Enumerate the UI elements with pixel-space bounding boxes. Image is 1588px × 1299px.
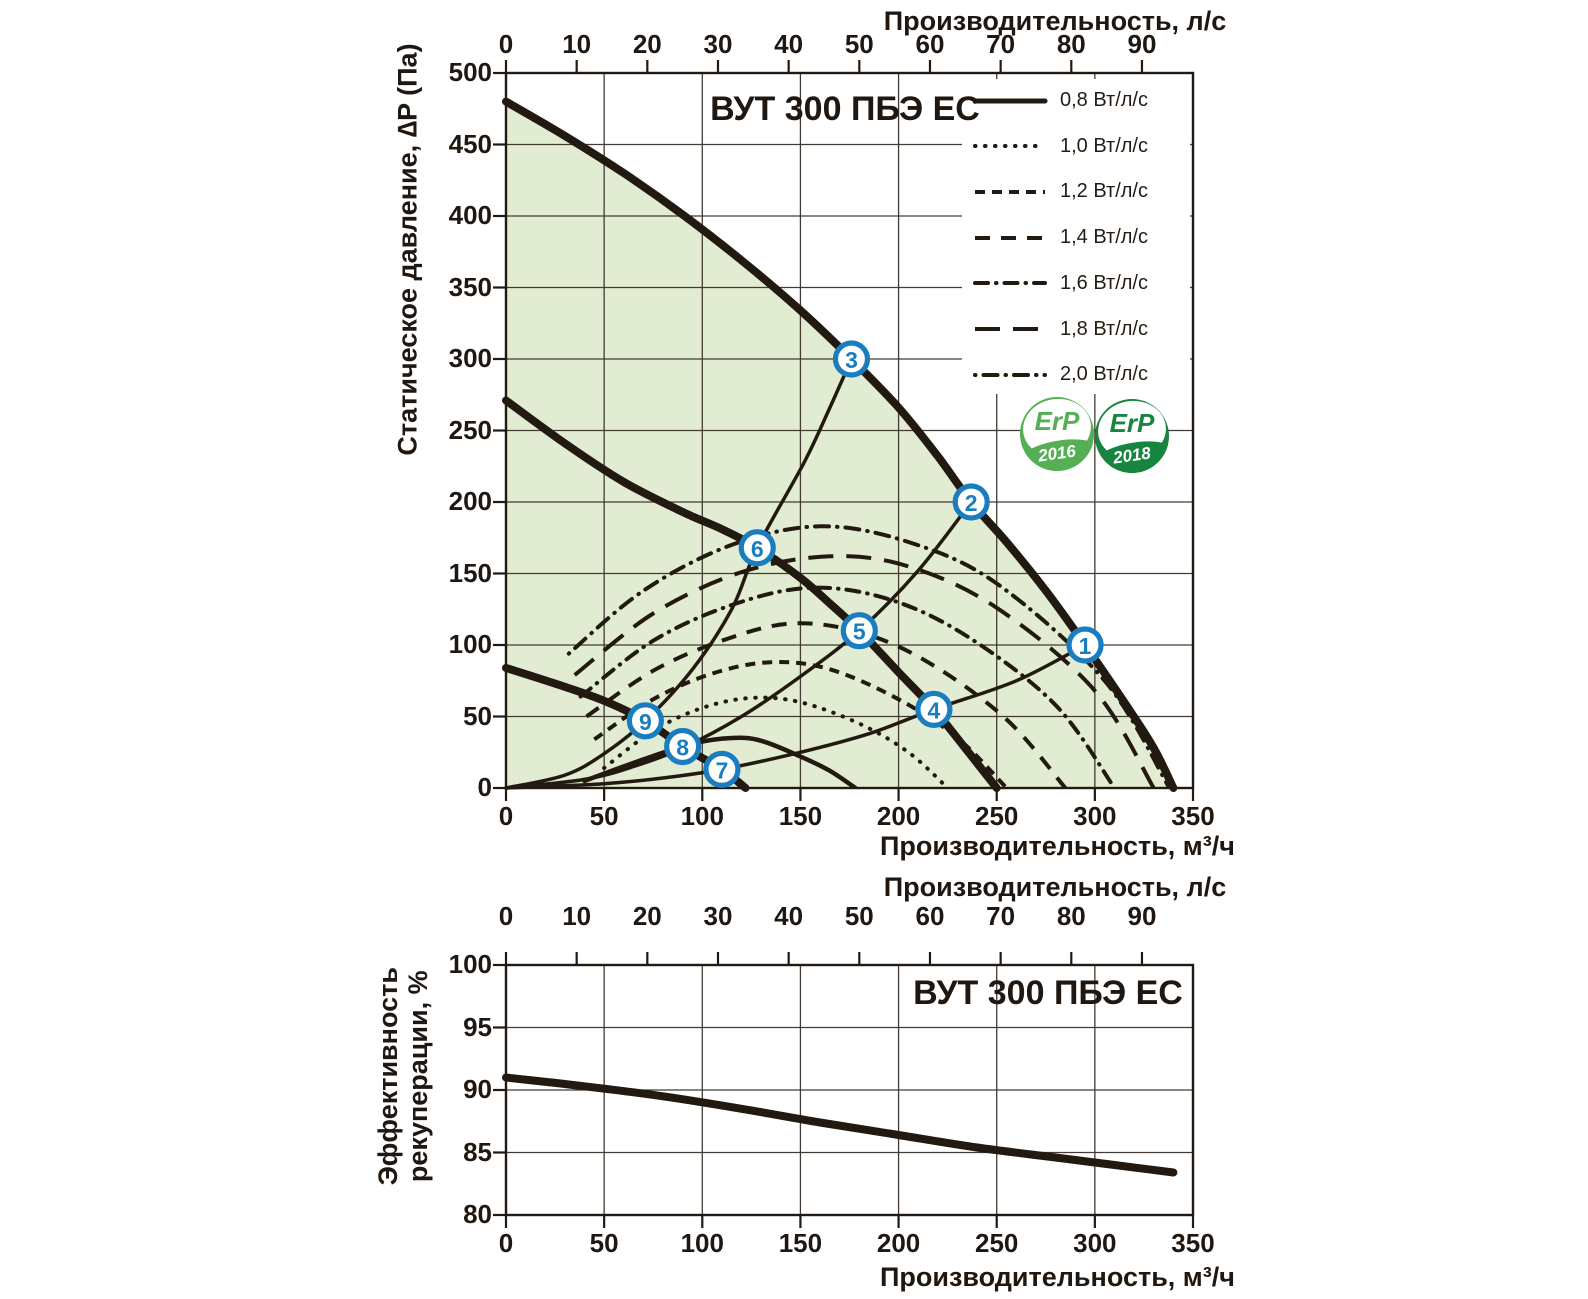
legend-line-sample-dashdot <box>973 281 1047 286</box>
operating-point-7-number: 7 <box>716 757 729 783</box>
operating-point-2: 2 <box>952 483 990 521</box>
erp-2016-badge: ErP 2016 <box>1020 397 1094 471</box>
legend-label: 1,4 Вт/л/с <box>1060 226 1148 249</box>
system-2-5-8 <box>504 500 973 790</box>
power-curve-dotdash <box>566 524 1172 789</box>
legend-label: 0,8 Вт/л/с <box>1060 89 1148 111</box>
legend-item-18: 1,8 Вт/л/с <box>972 318 1148 341</box>
power-curve-solid <box>582 735 858 789</box>
speed-high-curve <box>502 97 1178 792</box>
bottom-chart-y-axis-title-line1: Эффективность <box>372 967 403 1186</box>
operating-point-markers: 1 2 3 4 5 6 7 89 <box>626 340 1104 789</box>
operating-point-8-number: 8 <box>676 735 689 761</box>
operating-point-4-circle <box>915 690 953 728</box>
legend-line-sample-dash-l <box>975 327 1045 331</box>
legend-label: 2,0 Вт/л/с <box>1060 363 1148 386</box>
operating-point-8-circle <box>664 727 702 766</box>
operating-point-9: 9 <box>626 702 664 740</box>
legend-item-08: 0,8 Вт/л/с <box>972 89 1148 112</box>
legend-label: 1,2 Вт/л/с <box>1060 180 1148 203</box>
operating-point-5-number: 5 <box>853 619 866 645</box>
legend-label: 1,0 Вт/л/с <box>1060 134 1148 157</box>
bottom-chart-ticks <box>493 952 1195 1228</box>
power-curve-dash-m <box>585 621 1067 789</box>
bottom-chart-y-axis-title: Эффективность рекуперации, % <box>373 916 433 1236</box>
legend-line-sample-dash-s <box>975 189 1045 194</box>
operating-point-3-circle <box>832 340 871 378</box>
operating-point-4: 4 <box>915 690 953 728</box>
legend-line-sample-dash-m <box>975 235 1045 240</box>
legend-item-14: 1,4 Вт/л/с <box>972 226 1148 249</box>
legend-item-16: 1,6 Вт/л/с <box>972 272 1148 295</box>
top-chart-ticks <box>493 60 1195 801</box>
legend-item-10: 1,0 Вт/л/с <box>972 135 1148 158</box>
efficiency-curve <box>502 1073 1178 1177</box>
system-resistance-curves <box>504 357 1087 790</box>
power-curve-dash-l <box>573 554 1156 789</box>
legend-item-20: 2,0 Вт/л/с <box>972 363 1148 386</box>
operating-point-1-number: 1 <box>1079 633 1092 659</box>
erp-2016-label: ErP <box>1034 406 1080 436</box>
system-3-6-9 <box>504 357 854 790</box>
operating-point-7-circle <box>703 750 741 789</box>
operating-point-4-number: 4 <box>928 697 941 723</box>
power-curve-dashdot <box>578 585 1117 789</box>
operating-point-9-number: 9 <box>639 709 652 735</box>
operating-point-6-number: 6 <box>751 536 764 562</box>
bottom-chart-title: ВУТ 300 ПБЭ ЕС <box>913 974 1183 1012</box>
bottom-chart-x-axis-title: Производительность, м³/ч <box>880 1262 1235 1292</box>
system-1-4-7 <box>504 643 1087 790</box>
operating-point-7: 7 <box>703 750 741 789</box>
operating-point-1: 1 <box>1066 626 1104 664</box>
legend-line-sample-dotdash <box>973 372 1047 377</box>
operating-point-2-circle <box>952 483 990 521</box>
legend-background <box>962 79 1190 394</box>
legend-label: 1,8 Вт/л/с <box>1060 317 1148 340</box>
top-chart-title: ВУТ 300 ПБЭ ЕС <box>710 90 980 128</box>
top-chart-x-axis-title: Производительность, м³/ч <box>880 831 1235 861</box>
bottom-chart-lps-axis-title: Производительность, л/с <box>883 872 1227 902</box>
erp-2018-label: ErP <box>1109 408 1155 438</box>
operating-point-5-circle <box>840 612 878 650</box>
erp-2018-badge: ErP 2018 <box>1095 399 1169 473</box>
operating-point-2-number: 2 <box>965 490 978 516</box>
top-chart-y-axis-title: Статическое давление, ∆P (Па) <box>392 43 423 456</box>
legend-line-sample-dotted <box>973 144 1047 149</box>
operating-point-6: 6 <box>738 529 776 567</box>
top-chart-lps-axis-title: Производительность, л/с <box>883 6 1227 36</box>
operating-point-8: 8 <box>664 727 702 766</box>
operating-point-6-circle <box>738 529 776 567</box>
legend-line-sample-solid <box>972 98 1048 103</box>
operating-point-3-number: 3 <box>845 347 858 373</box>
legend-item-12: 1,2 Вт/л/с <box>972 180 1148 203</box>
operating-point-9-circle <box>626 702 664 740</box>
legend-label: 1,6 Вт/л/с <box>1060 271 1148 294</box>
bottom-chart-y-axis-title-line2: рекуперации, % <box>403 970 433 1183</box>
operating-point-3: 3 <box>832 340 871 378</box>
operating-point-5: 5 <box>840 612 878 650</box>
operating-point-1-circle <box>1066 626 1104 664</box>
power-curve-dotted <box>602 695 950 789</box>
